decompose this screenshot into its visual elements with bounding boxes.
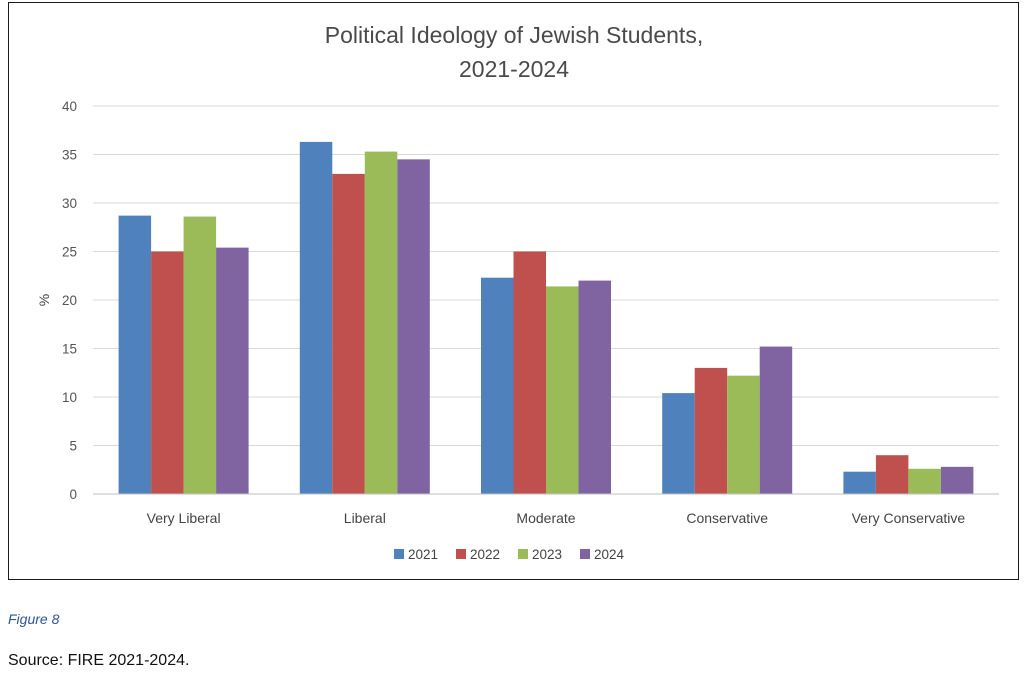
y-tick-label: 35 — [62, 148, 77, 163]
chart-title: Political Ideology of Jewish Students, 20… — [325, 22, 703, 82]
x-category-label: Very Liberal — [147, 510, 221, 526]
legend: 2021 2022 2023 2024 — [394, 547, 625, 562]
bar-2022-very-conservative — [875, 455, 909, 494]
bar-2023-very-conservative — [908, 468, 941, 494]
y-axis-label: % — [36, 294, 52, 306]
figure-label: Figure 8 — [8, 611, 60, 627]
chart-title-line: 2021-2024 — [459, 56, 569, 82]
bar-2024-moderate — [578, 280, 611, 494]
y-tick-label: 15 — [62, 342, 77, 357]
x-category-label: Moderate — [516, 510, 575, 526]
legend-swatch-2024 — [580, 549, 590, 559]
legend-label-2024: 2024 — [594, 547, 625, 562]
legend-swatch-2021 — [394, 549, 404, 559]
bar-2023-moderate — [546, 286, 579, 494]
y-tick-label: 0 — [69, 487, 77, 502]
chart-title-line: Political Ideology of Jewish Students, — [325, 22, 703, 48]
bar-2022-liberal — [332, 173, 365, 494]
y-tick-label: 30 — [62, 196, 77, 211]
bar-2024-conservative — [759, 346, 793, 494]
legend-label-2021: 2021 — [408, 547, 438, 562]
legend-swatch-2022 — [456, 549, 466, 559]
x-category-label: Very Conservative — [852, 510, 966, 526]
y-tick-label: 5 — [69, 439, 77, 454]
y-tick-label: 25 — [62, 245, 77, 260]
bar-2023-liberal — [364, 151, 398, 494]
y-tick-label: 40 — [62, 99, 77, 114]
bar-2023-very-liberal — [183, 216, 217, 494]
bar-2022-moderate — [513, 251, 546, 494]
y-tick-label: 10 — [62, 390, 77, 405]
bar-2021-moderate — [481, 277, 514, 494]
y-axis-ticks: 0 5 10 15 20 25 30 35 40 — [62, 99, 77, 502]
bar-2021-conservative — [662, 393, 695, 494]
bar-2021-very-conservative — [843, 471, 876, 494]
x-axis-categories: Very Liberal Liberal Moderate Conservative V… — [147, 510, 966, 526]
bar-2024-very-conservative — [940, 466, 974, 494]
bar-2022-conservative — [694, 367, 728, 494]
legend-label-2023: 2023 — [532, 547, 562, 562]
legend-swatch-2023 — [518, 549, 528, 559]
bar-2022-very-liberal — [151, 251, 184, 494]
bar-2021-very-liberal — [118, 215, 152, 495]
bar-2024-liberal — [397, 159, 430, 494]
bar-2023-conservative — [727, 375, 760, 494]
bar-2021-liberal — [299, 141, 333, 494]
chart-frame: Political Ideology of Jewish Students, 20… — [8, 2, 1019, 580]
x-category-label: Conservative — [686, 510, 768, 526]
bars — [118, 141, 974, 495]
legend-label-2022: 2022 — [470, 547, 500, 562]
source-note: Source: FIRE 2021-2024. — [8, 652, 190, 669]
bar-chart: Political Ideology of Jewish Students, 20… — [36, 22, 999, 562]
x-category-label: Liberal — [344, 510, 386, 526]
y-tick-label: 20 — [62, 293, 77, 308]
bar-2024-very-liberal — [216, 247, 249, 494]
